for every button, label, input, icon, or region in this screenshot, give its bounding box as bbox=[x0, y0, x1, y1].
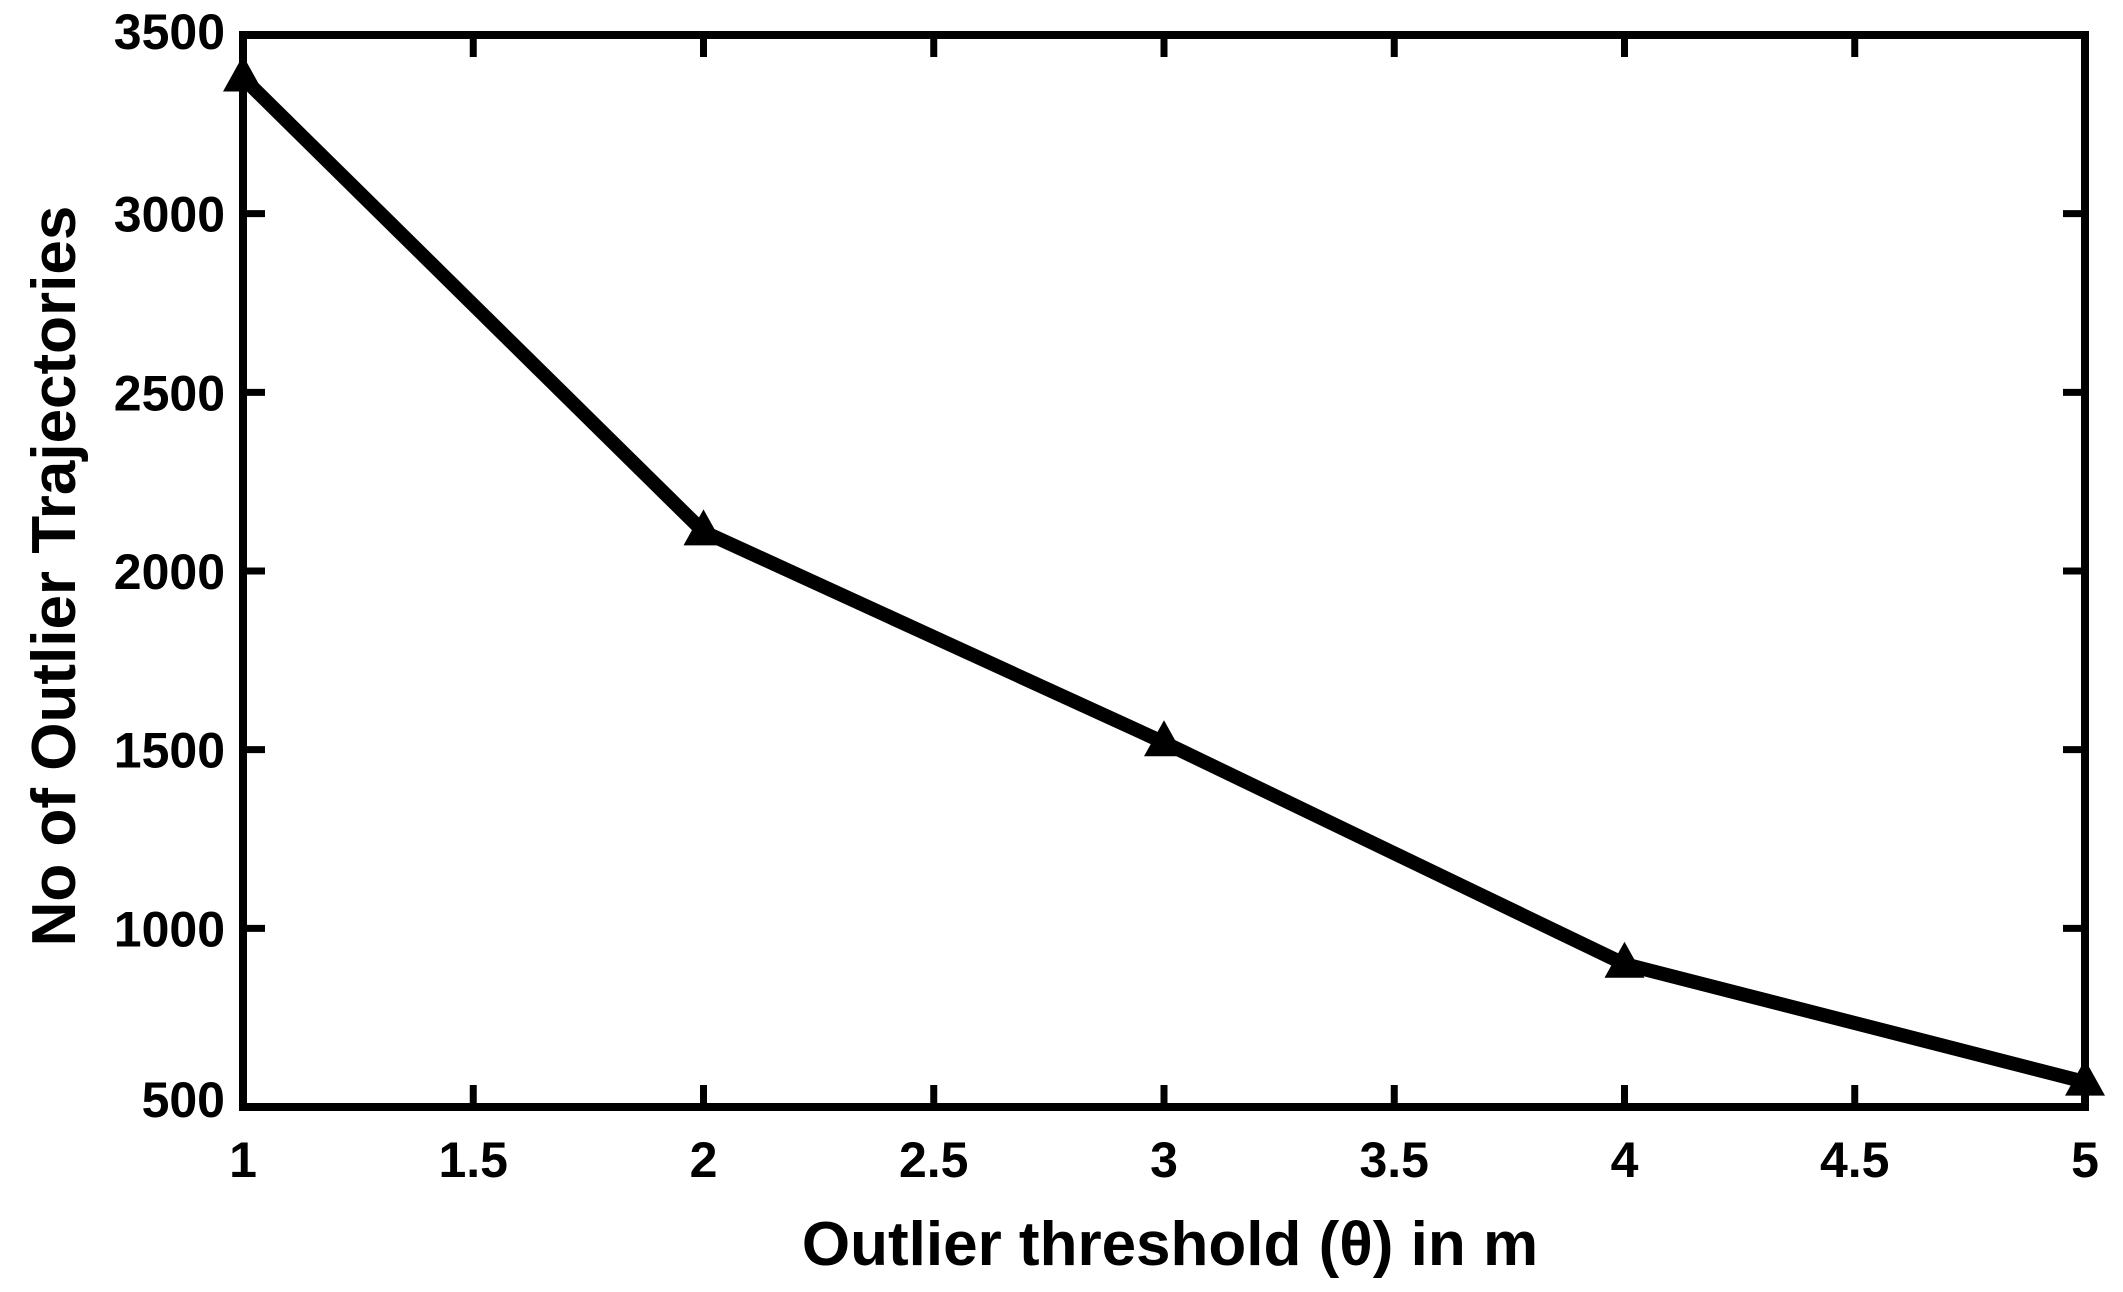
x-tick-label: 3 bbox=[1150, 1132, 1178, 1188]
y-tick-label: 1500 bbox=[114, 723, 225, 779]
x-tick-label: 4 bbox=[1611, 1132, 1639, 1188]
x-tick-label: 2.5 bbox=[899, 1132, 969, 1188]
y-tick-label: 3500 bbox=[114, 4, 225, 60]
y-tick-label: 1000 bbox=[114, 901, 225, 957]
x-tick-label: 5 bbox=[2071, 1132, 2099, 1188]
data-point-marker bbox=[2065, 1059, 2105, 1096]
data-point-marker bbox=[683, 509, 724, 546]
data-point-marker bbox=[1144, 720, 1184, 757]
y-axis-ticks: 500 1000 1500 2000 2500 3000 3500 bbox=[114, 4, 2085, 1128]
x-axis-ticks: 1 1.5 2 2.5 3 3.5 4 4.5 5 bbox=[229, 35, 2099, 1188]
y-tick-label: 2000 bbox=[114, 544, 225, 600]
x-tick-label: 1.5 bbox=[438, 1132, 508, 1188]
x-tick-label: 4.5 bbox=[1820, 1132, 1890, 1188]
x-tick-label: 3.5 bbox=[1359, 1132, 1429, 1188]
plot-frame bbox=[239, 31, 2089, 1111]
plot-area bbox=[239, 31, 2089, 1111]
y-tick-label: 500 bbox=[142, 1072, 225, 1128]
x-tick-label: 2 bbox=[690, 1132, 718, 1188]
x-axis-title: Outlier threshold (θ) in m bbox=[802, 1210, 1538, 1279]
series-line bbox=[238, 72, 2087, 1089]
data-point-marker bbox=[223, 55, 263, 92]
y-tick-label: 3000 bbox=[114, 187, 225, 243]
y-tick-label: 2500 bbox=[114, 365, 225, 421]
y-axis-title: No of Outlier Trajectories bbox=[20, 206, 89, 947]
data-point-marker bbox=[1604, 941, 1645, 978]
series-layer bbox=[223, 55, 2105, 1096]
x-tick-label: 1 bbox=[229, 1132, 257, 1188]
